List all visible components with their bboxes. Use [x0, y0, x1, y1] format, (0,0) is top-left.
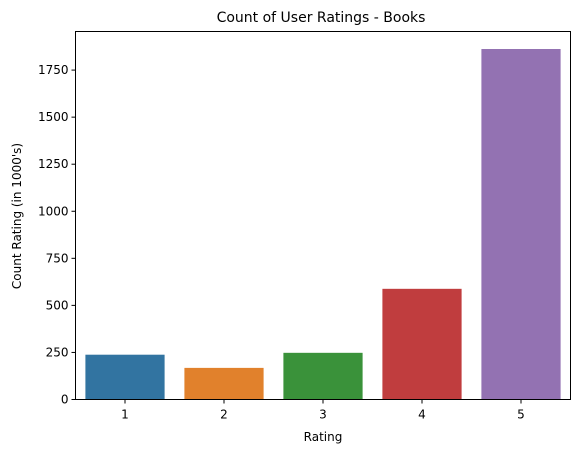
y-tick-label: 1500: [38, 110, 69, 124]
plot-frame: [75, 31, 571, 400]
y-axis-label: Count Rating (in 1000's): [10, 143, 24, 289]
y-tick-label: 1000: [38, 204, 69, 218]
bar-rating-2: [184, 367, 264, 400]
x-tick-label: 5: [517, 408, 525, 422]
bars-group: [85, 49, 561, 400]
x-axis-ticks: 1 2 3 4 5: [121, 399, 525, 422]
y-tick-label: 500: [46, 298, 69, 312]
bar-rating-1: [85, 354, 165, 400]
bar-rating-5: [481, 49, 561, 400]
y-tick-label: 750: [46, 251, 69, 265]
y-tick-label: 1750: [38, 63, 69, 77]
y-axis-ticks: 0 250 500 750 1000 1250 1500 1750: [38, 63, 76, 407]
x-tick-label: 1: [121, 408, 129, 422]
x-axis-label: Rating: [304, 430, 343, 444]
x-tick-label: 4: [418, 408, 426, 422]
y-tick-label: 250: [46, 345, 69, 359]
chart-title: Count of User Ratings - Books: [217, 10, 426, 26]
x-tick-label: 2: [220, 408, 228, 422]
bar-rating-3: [283, 352, 363, 400]
bar-rating-4: [382, 288, 462, 400]
y-tick-label: 1250: [38, 157, 69, 171]
x-tick-label: 3: [319, 408, 327, 422]
y-tick-label: 0: [61, 393, 69, 407]
